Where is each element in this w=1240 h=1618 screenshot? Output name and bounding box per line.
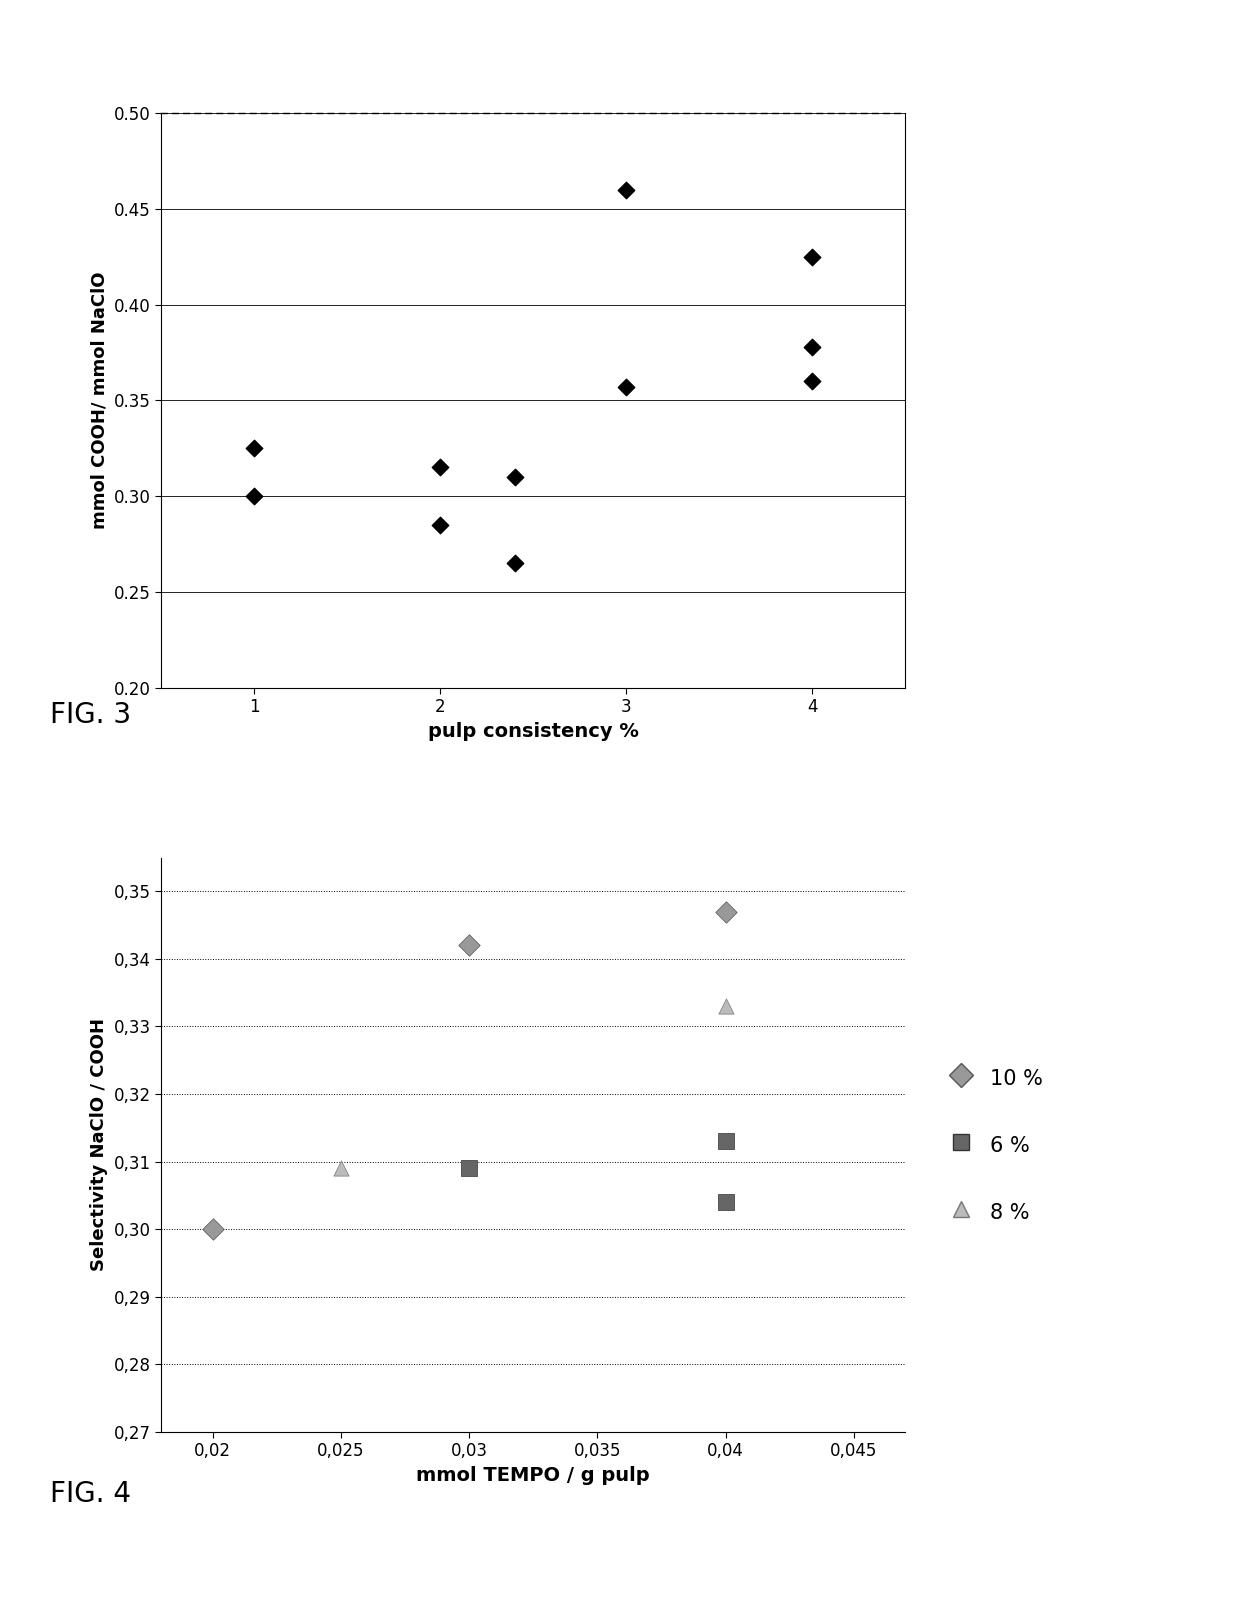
6 % [459, 1155, 479, 1181]
10 % [459, 932, 479, 958]
6 % [715, 1189, 735, 1215]
10 % [715, 898, 735, 924]
Point [802, 369, 822, 395]
Text: FIG. 4: FIG. 4 [50, 1479, 130, 1508]
Point [244, 484, 264, 510]
Text: FIG. 3: FIG. 3 [50, 701, 130, 730]
8 % [715, 993, 735, 1019]
Point [430, 511, 450, 537]
Point [802, 244, 822, 270]
Y-axis label: Selectivity NaClO / COOH: Selectivity NaClO / COOH [91, 1018, 108, 1272]
Point [616, 176, 636, 202]
10 % [202, 1217, 222, 1243]
Y-axis label: mmol COOH/ mmol NaClO: mmol COOH/ mmol NaClO [91, 272, 108, 529]
X-axis label: mmol TEMPO / g pulp: mmol TEMPO / g pulp [417, 1466, 650, 1485]
8 % [331, 1155, 351, 1181]
Point [505, 464, 525, 490]
6 % [715, 1128, 735, 1154]
X-axis label: pulp consistency %: pulp consistency % [428, 722, 639, 741]
Point [430, 455, 450, 481]
Point [802, 333, 822, 359]
Legend: 10 %, 6 %, 8 %: 10 %, 6 %, 8 % [937, 1055, 1053, 1235]
Point [244, 435, 264, 461]
Point [616, 374, 636, 400]
Point [505, 550, 525, 576]
